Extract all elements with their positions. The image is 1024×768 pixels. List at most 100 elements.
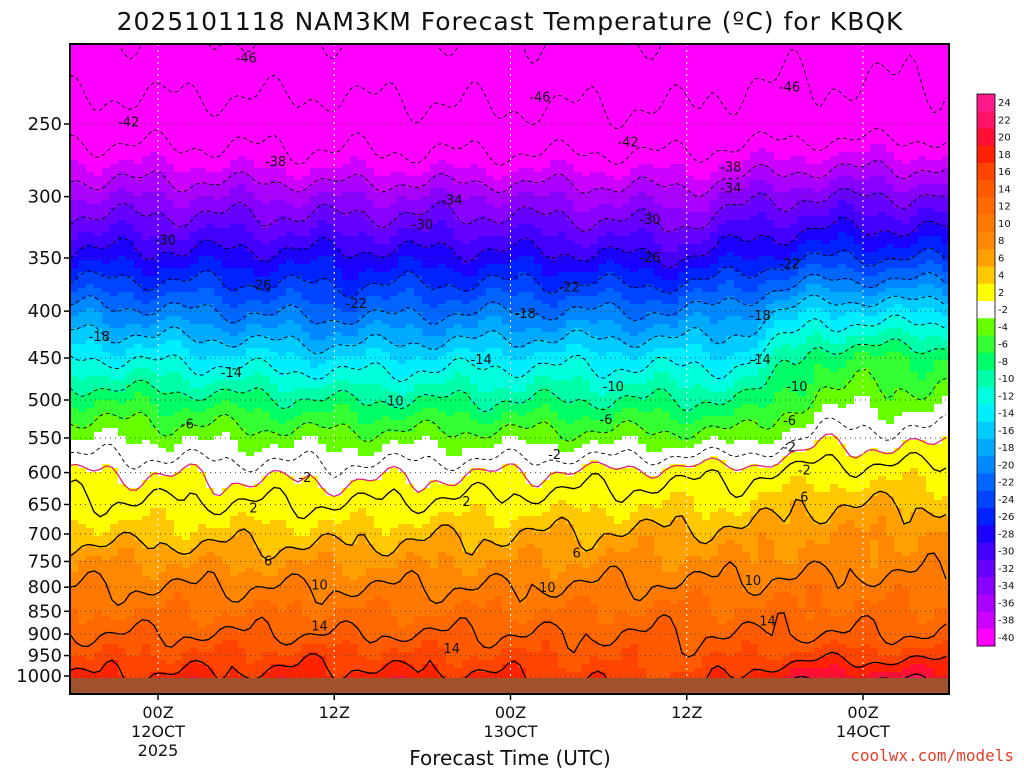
field-cell [878, 140, 887, 145]
field-cell [350, 48, 359, 53]
field-cell [310, 64, 319, 69]
field-cell [230, 104, 239, 109]
field-cell [798, 52, 807, 57]
field-cell [334, 164, 343, 169]
field-cell [118, 224, 127, 229]
field-cell [326, 64, 335, 69]
field-cell [614, 68, 623, 73]
field-cell [414, 112, 423, 117]
field-cell [286, 148, 295, 153]
field-cell [270, 140, 279, 145]
field-cell [902, 52, 911, 57]
field-cell [774, 140, 783, 145]
field-cell [734, 108, 743, 113]
field-cell [702, 108, 711, 113]
field-cell [606, 92, 615, 97]
field-cell [182, 168, 191, 173]
field-cell [462, 64, 471, 69]
field-cell [870, 56, 879, 61]
field-cell [438, 156, 447, 161]
field-cell [422, 192, 431, 197]
field-cell [326, 180, 335, 185]
field-cell [550, 128, 559, 133]
field-cell [238, 216, 247, 221]
field-cell [494, 56, 503, 61]
field-cell [398, 164, 407, 169]
field-cell [830, 168, 839, 173]
field-cell [774, 204, 783, 209]
field-cell [830, 104, 839, 109]
field-cell [742, 216, 751, 221]
field-cell [198, 168, 207, 173]
field-cell [646, 104, 655, 109]
field-cell [158, 196, 167, 201]
field-cell [382, 64, 391, 69]
field-cell [94, 104, 103, 109]
field-cell [638, 204, 647, 209]
field-cell [910, 136, 919, 141]
field-cell [214, 108, 223, 113]
field-cell [438, 160, 447, 165]
field-cell [334, 144, 343, 149]
field-cell [262, 108, 271, 113]
field-cell [694, 208, 703, 213]
field-cell [494, 100, 503, 105]
field-cell [830, 172, 839, 177]
field-cell [606, 204, 615, 209]
field-cell [558, 196, 567, 201]
field-cell [422, 204, 431, 209]
field-cell [662, 96, 671, 101]
field-cell [78, 152, 87, 157]
field-cell [910, 72, 919, 77]
field-cell [694, 136, 703, 141]
field-cell [438, 68, 447, 73]
field-cell [166, 48, 175, 53]
field-cell [702, 68, 711, 73]
field-cell [670, 76, 679, 81]
field-cell [462, 76, 471, 81]
field-cell [894, 184, 903, 189]
field-cell [574, 132, 583, 137]
field-cell [486, 148, 495, 153]
field-cell [150, 164, 159, 169]
field-cell [734, 72, 743, 77]
field-cell [190, 176, 199, 181]
field-cell [350, 148, 359, 153]
field-cell [534, 96, 543, 101]
field-cell [430, 68, 439, 73]
field-cell [150, 52, 159, 57]
field-cell [86, 212, 95, 217]
field-cell [150, 136, 159, 141]
field-cell [366, 192, 375, 197]
field-cell [726, 220, 735, 225]
field-cell [190, 160, 199, 165]
field-cell [678, 60, 687, 65]
field-cell [454, 192, 463, 197]
field-cell [198, 216, 207, 221]
field-cell [334, 88, 343, 93]
field-cell [310, 196, 319, 201]
field-cell [558, 116, 567, 121]
field-cell [262, 44, 271, 49]
field-cell [846, 156, 855, 161]
field-cell [190, 204, 199, 209]
field-cell [894, 88, 903, 93]
field-cell [638, 56, 647, 61]
field-cell [398, 84, 407, 89]
field-cell [750, 144, 759, 149]
field-cell [374, 220, 383, 225]
field-cell [926, 148, 935, 153]
field-cell [542, 60, 551, 65]
field-cell [126, 80, 135, 85]
field-cell [638, 96, 647, 101]
field-cell [86, 176, 95, 181]
field-cell [790, 156, 799, 161]
field-cell [270, 156, 279, 161]
field-cell [686, 64, 695, 69]
field-cell [574, 92, 583, 97]
field-cell [910, 212, 919, 217]
field-cell [230, 92, 239, 97]
field-cell [430, 100, 439, 105]
field-cell [214, 216, 223, 221]
field-cell [390, 88, 399, 93]
